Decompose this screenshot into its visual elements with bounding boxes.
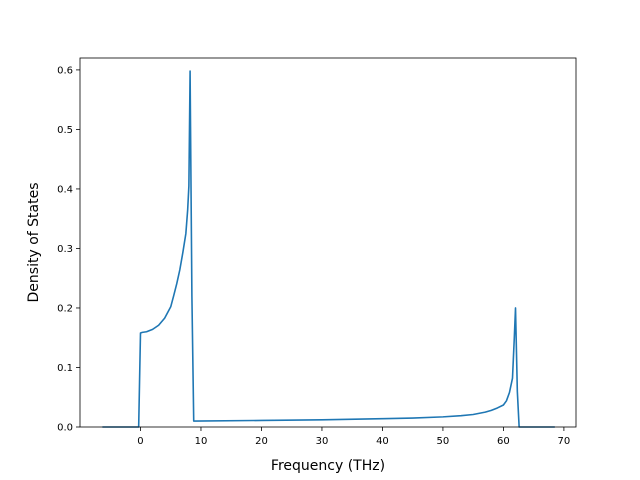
y-tick-label: 0.1 xyxy=(57,363,73,374)
x-tick-label: 0 xyxy=(137,436,143,447)
y-tick-label: 0.6 xyxy=(57,65,73,76)
y-tick-label: 0.2 xyxy=(57,303,73,314)
dos-series-line xyxy=(102,70,555,428)
x-tick-label: 40 xyxy=(376,436,389,447)
x-tick-label: 60 xyxy=(497,436,510,447)
x-tick-label: 50 xyxy=(437,436,450,447)
y-tick-label: 0.0 xyxy=(57,423,73,434)
y-tick-label: 0.4 xyxy=(57,184,73,195)
x-tick-label: 70 xyxy=(558,436,571,447)
x-axis-label: Frequency (THz) xyxy=(271,458,385,474)
x-tick-label: 20 xyxy=(255,436,268,447)
x-axis: 0 10 20 30 40 50 60 70 xyxy=(137,427,570,447)
y-axis-label: Density of States xyxy=(26,183,42,303)
x-tick-label: 10 xyxy=(195,436,208,447)
plot-frame xyxy=(79,57,577,428)
y-tick-label: 0.3 xyxy=(57,244,73,255)
plot-area xyxy=(79,57,577,428)
y-axis: 0.0 0.1 0.2 0.3 0.4 0.5 0.6 xyxy=(57,65,80,434)
x-tick-label: 30 xyxy=(316,436,329,447)
y-tick-label: 0.5 xyxy=(57,125,73,136)
